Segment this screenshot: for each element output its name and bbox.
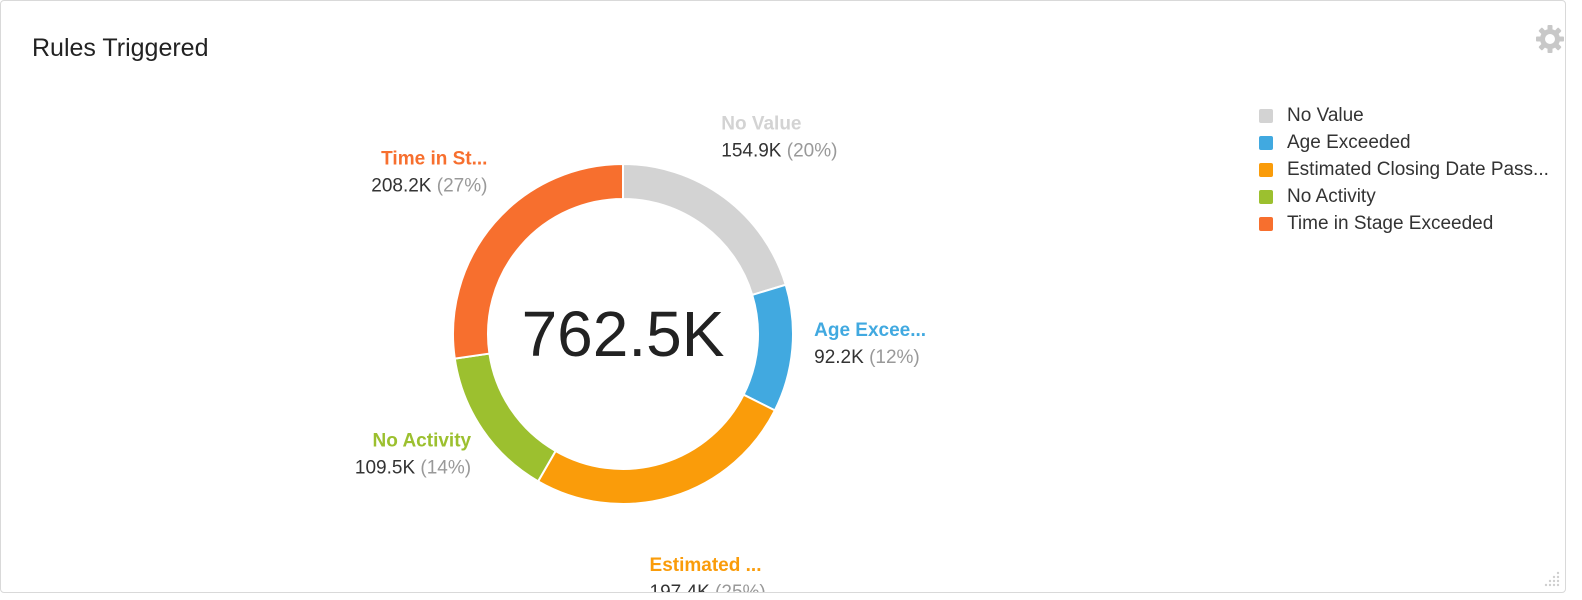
legend-label: Time in Stage Exceeded xyxy=(1287,212,1494,234)
donut-slice-2[interactable] xyxy=(536,393,777,505)
legend-item-3[interactable]: No Activity xyxy=(1259,183,1559,210)
legend-label: No Activity xyxy=(1287,185,1376,207)
legend-label: Age Exceeded xyxy=(1287,131,1411,153)
slice-value-0: 154.9K (20%) xyxy=(721,141,837,162)
slice-value-1: 92.2K (12%) xyxy=(814,347,920,368)
slice-label-4: Time in St... xyxy=(381,148,487,169)
chart-legend: No Value Age Exceeded Estimated Closing Da… xyxy=(1259,102,1559,237)
legend-label: No Value xyxy=(1287,104,1364,126)
legend-item-2[interactable]: Estimated Closing Date Pass... xyxy=(1259,156,1559,183)
legend-item-0[interactable]: No Value xyxy=(1259,102,1559,129)
legend-swatch xyxy=(1259,189,1273,204)
legend-swatch xyxy=(1259,216,1273,231)
slice-label-0: No Value xyxy=(721,114,801,135)
slice-label-3: No Activity xyxy=(373,430,472,451)
donut-total: 762.5K xyxy=(522,298,725,370)
donut-slice-4[interactable] xyxy=(452,162,624,360)
slice-label-2: Estimated ... xyxy=(650,555,762,576)
legend-label: Estimated Closing Date Pass... xyxy=(1287,158,1549,180)
legend-item-4[interactable]: Time in Stage Exceeded xyxy=(1259,210,1559,237)
resize-handle-icon[interactable] xyxy=(1543,570,1561,588)
donut-slice-1[interactable] xyxy=(742,283,794,412)
rules-triggered-widget: Rules Triggered No Value 154.9K (20%) Age … xyxy=(0,0,1566,593)
legend-swatch xyxy=(1259,135,1273,150)
widget-title: Rules Triggered xyxy=(32,34,209,62)
slice-value-4: 208.2K (27%) xyxy=(371,175,487,196)
donut-slice-0[interactable] xyxy=(622,162,787,297)
gear-icon[interactable] xyxy=(1534,23,1565,55)
donut-chart: No Value 154.9K (20%) Age Excee... 92.2K (1… xyxy=(355,114,926,593)
slice-label-1: Age Excee... xyxy=(814,320,926,341)
slice-value-2: 197.4K (25%) xyxy=(650,582,766,593)
legend-swatch xyxy=(1259,108,1273,123)
legend-swatch xyxy=(1259,162,1273,177)
slice-value-3: 109.5K (14%) xyxy=(355,457,471,478)
legend-item-1[interactable]: Age Exceeded xyxy=(1259,129,1559,156)
